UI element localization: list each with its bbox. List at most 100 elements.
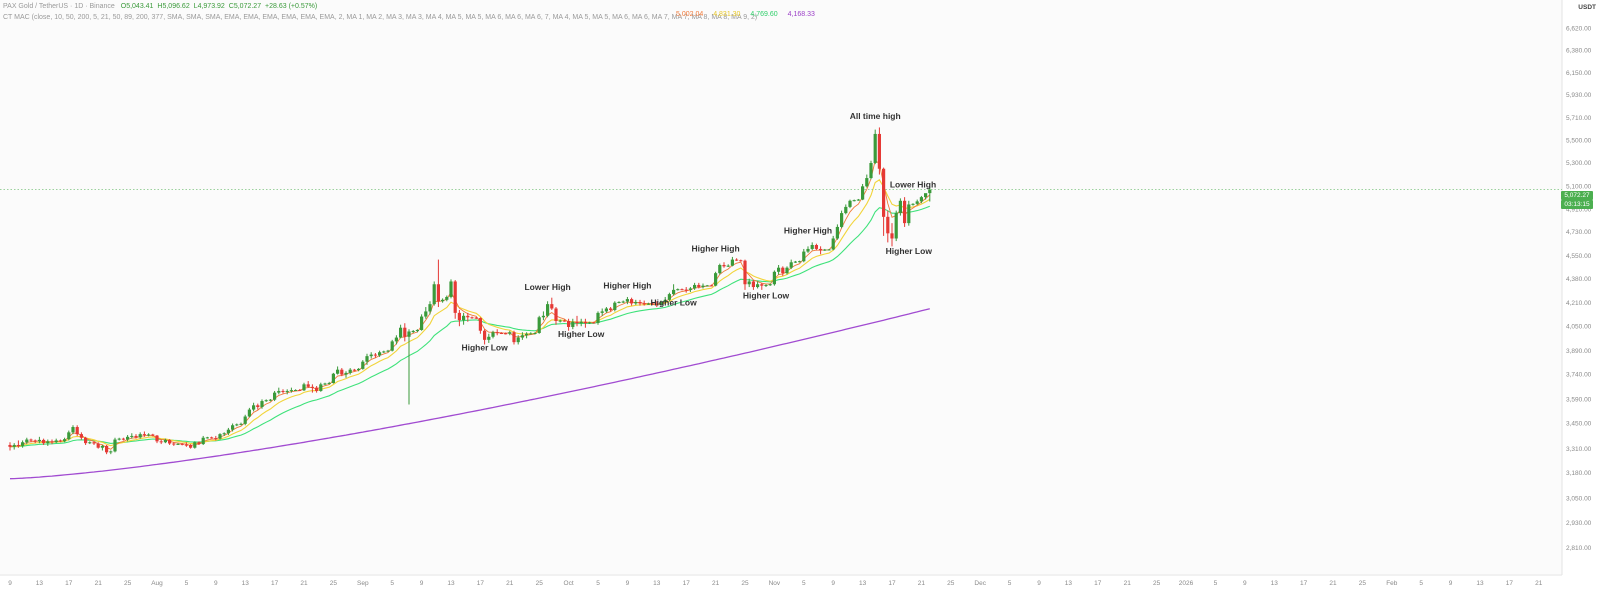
- candle-body: [667, 294, 671, 300]
- candle-body: [79, 434, 83, 438]
- x-tick-label: 2026: [1179, 580, 1194, 587]
- candle-body: [344, 372, 348, 375]
- candle-body: [802, 251, 806, 262]
- candle-body: [693, 284, 697, 289]
- candle-body: [588, 322, 592, 324]
- x-tick-label: 13: [447, 580, 455, 587]
- candle-body: [432, 284, 436, 305]
- candle-body: [163, 439, 167, 443]
- chart-area[interactable]: [0, 0, 1562, 574]
- currency-label[interactable]: USDT: [1578, 4, 1596, 11]
- candle-body: [323, 383, 327, 385]
- ohlc-high: H5,096.62: [157, 3, 190, 10]
- ohlc-close: C5,072.27: [228, 3, 262, 10]
- candle-body: [625, 299, 629, 302]
- ma-mid-line: [9, 179, 931, 448]
- ma-value-slow: 4,769.60: [750, 11, 778, 18]
- y-tick-label: 4,910.00: [1566, 207, 1592, 214]
- candle-body: [252, 405, 256, 410]
- candle-body: [71, 427, 75, 433]
- candle-body: [478, 318, 482, 331]
- candle-body: [12, 444, 16, 447]
- x-tick-label: 17: [1094, 580, 1102, 587]
- candle-body: [130, 435, 134, 437]
- candle-body: [100, 445, 104, 448]
- candle-body: [793, 261, 797, 263]
- candle-body: [285, 390, 289, 392]
- candle-body: [781, 267, 785, 274]
- x-tick-label: Oct: [564, 580, 574, 587]
- x-tick-label: 21: [95, 580, 103, 587]
- candle-body: [462, 315, 466, 321]
- candle-body: [634, 301, 638, 304]
- x-tick-label: 9: [8, 580, 12, 587]
- x-tick-label: 21: [918, 580, 926, 587]
- candle-body: [390, 341, 394, 351]
- candle-body: [394, 337, 398, 342]
- candle-body: [739, 260, 743, 262]
- indicator-legend[interactable]: CT MAC (close, 10, 50, 200, 5, 21, 50, 8…: [3, 14, 757, 21]
- candle-body: [42, 439, 46, 444]
- annotation-label: Higher High: [784, 225, 832, 235]
- candle-body: [63, 439, 67, 442]
- candle-body: [743, 260, 747, 285]
- x-tick-label: 5: [390, 580, 394, 587]
- candle-body: [894, 213, 898, 239]
- candle-body: [289, 390, 293, 392]
- x-tick-label: 5: [802, 580, 806, 587]
- candle-body: [701, 285, 705, 288]
- y-tick-label: 3,740.00: [1566, 372, 1592, 379]
- symbol-name: PAX Gold / TetherUS · 1D · Binance: [3, 3, 115, 10]
- x-tick-label: 9: [831, 580, 835, 587]
- ohlc-change: +28.63 (+0.57%): [265, 3, 318, 10]
- candle-body: [373, 354, 377, 356]
- candle-body: [457, 312, 461, 321]
- candle-body: [306, 384, 310, 387]
- candle-body: [558, 320, 562, 322]
- candle-body: [550, 304, 554, 309]
- candle-body: [806, 248, 810, 252]
- x-tick-label: 5: [1214, 580, 1218, 587]
- candle-body: [533, 332, 537, 334]
- x-tick-label: Aug: [151, 580, 163, 587]
- candle-body: [621, 301, 625, 303]
- y-tick-label: 5,500.00: [1566, 138, 1592, 145]
- candle-body: [247, 409, 251, 417]
- candle-body: [466, 315, 470, 318]
- candle-body: [789, 262, 793, 268]
- candle-body: [756, 284, 760, 288]
- x-tick-label: 5: [185, 580, 189, 587]
- candle-body: [386, 350, 390, 352]
- candle-body: [672, 289, 676, 295]
- y-tick-label: 2,810.00: [1566, 545, 1592, 552]
- candle-body: [613, 302, 617, 310]
- y-tick-label: 3,450.00: [1566, 421, 1592, 428]
- candle-body: [642, 303, 646, 305]
- candle-body: [798, 261, 802, 263]
- annotation-label: Lower High: [890, 180, 936, 190]
- candle-body: [609, 308, 613, 310]
- candle-body: [592, 322, 596, 324]
- x-tick-label: 25: [741, 580, 749, 587]
- x-tick-label: 13: [1476, 580, 1484, 587]
- candle-body: [726, 265, 730, 267]
- candle-body: [676, 289, 680, 291]
- y-tick-label: 3,590.00: [1566, 397, 1592, 404]
- candle-body: [705, 285, 709, 287]
- candle-body: [760, 284, 764, 286]
- candle-body: [571, 321, 575, 327]
- candle-body: [352, 369, 356, 371]
- annotation-label: Higher Low: [743, 290, 790, 300]
- candle-body: [256, 405, 260, 408]
- candle-body: [201, 437, 205, 445]
- candle-body: [331, 373, 335, 384]
- candle-body: [508, 332, 512, 334]
- x-tick-label: 13: [1271, 580, 1279, 587]
- candle-body: [529, 333, 533, 335]
- candle-body: [840, 213, 844, 227]
- candle-body: [823, 249, 827, 251]
- candle-body: [197, 442, 201, 445]
- ma-fast-line: [9, 159, 931, 450]
- x-tick-label: 21: [712, 580, 720, 587]
